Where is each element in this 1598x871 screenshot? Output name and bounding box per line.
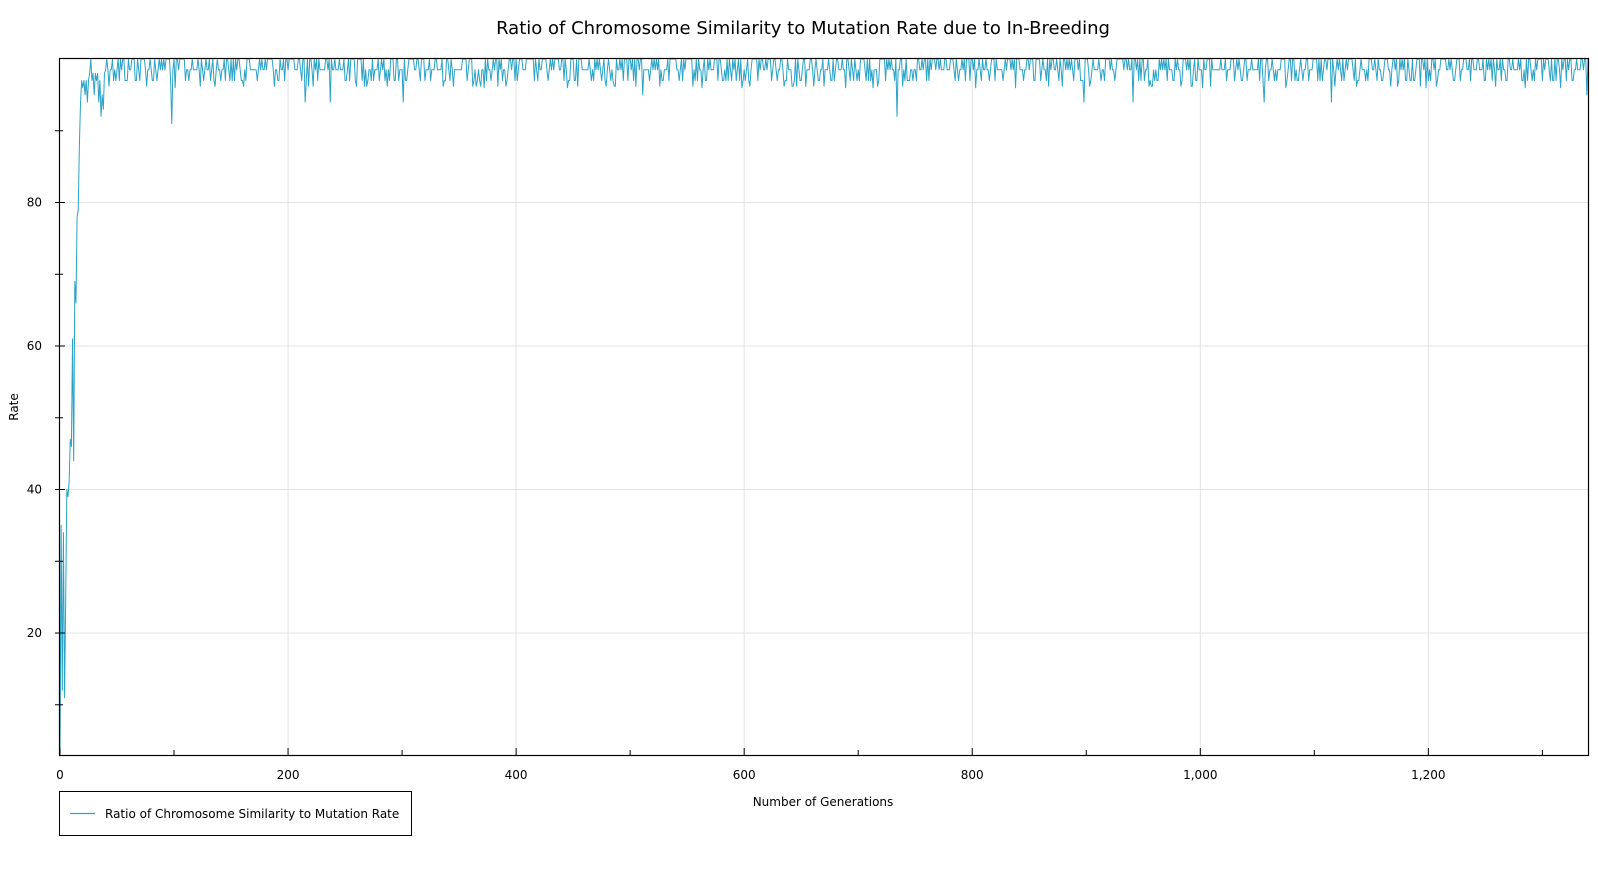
legend: Ratio of Chromosome Similarity to Mutati… [59, 791, 412, 836]
y-tick-label: 40 [27, 483, 42, 497]
x-tick-labels: 0 200 400 600 800 1,000 1,200 [56, 768, 1445, 782]
y-axis-label: Rate [7, 393, 21, 421]
legend-label: Ratio of Chromosome Similarity to Mutati… [105, 807, 399, 821]
x-tick-label: 1,200 [1411, 768, 1445, 782]
x-tick-label: 200 [277, 768, 300, 782]
plot-frame [58, 57, 1590, 757]
chart-title: Ratio of Chromosome Similarity to Mutati… [496, 18, 1110, 39]
grid-lines [60, 59, 1588, 755]
series-line [59, 58, 1589, 756]
x-axis-label: Number of Generations [753, 795, 894, 809]
y-tick-label: 60 [27, 339, 42, 353]
y-tick-label: 80 [27, 196, 42, 210]
y-tick-label: 20 [27, 626, 42, 640]
x-tick-label: 600 [733, 768, 756, 782]
legend-box [59, 791, 412, 836]
x-tick-label: 800 [961, 768, 984, 782]
x-tick-label: 0 [56, 768, 64, 782]
axis-ticks [55, 130, 1543, 755]
x-tick-label: 400 [505, 768, 528, 782]
x-tick-label: 1,000 [1183, 768, 1217, 782]
y-tick-labels: 20 40 60 80 [27, 196, 42, 641]
series-layer [59, 58, 1589, 756]
